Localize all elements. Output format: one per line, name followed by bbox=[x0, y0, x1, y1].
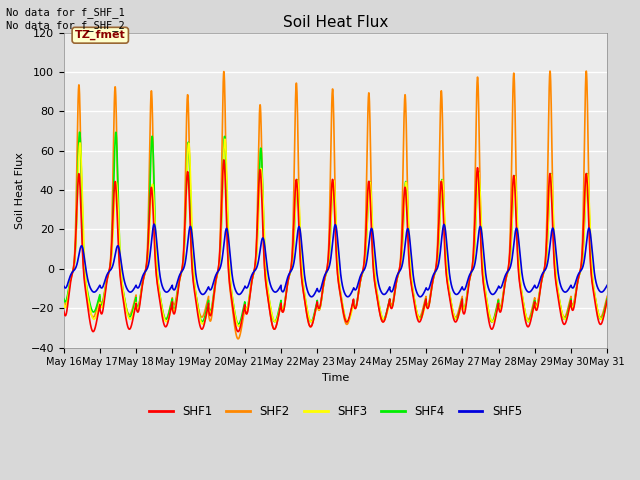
SHF5 bbox=[269, 287, 276, 292]
X-axis label: Time: Time bbox=[322, 373, 349, 383]
SHF3 bbox=[60, 301, 68, 307]
SHF3 bbox=[154, 277, 162, 283]
SHF4 bbox=[269, 315, 276, 321]
SHF1 bbox=[292, 177, 300, 183]
Line: SHF3: SHF3 bbox=[64, 139, 607, 326]
SHF1 bbox=[269, 323, 276, 329]
SHF2 bbox=[593, 304, 601, 310]
SHF2 bbox=[547, 68, 554, 74]
SHF5 bbox=[60, 283, 68, 289]
SHF1 bbox=[220, 157, 228, 163]
SHF2 bbox=[154, 284, 162, 289]
SHF3 bbox=[122, 303, 129, 309]
SHF5 bbox=[417, 294, 424, 300]
SHF1 bbox=[60, 308, 68, 314]
SHF5 bbox=[593, 283, 601, 288]
SHF3 bbox=[604, 300, 611, 305]
SHF5 bbox=[534, 282, 542, 288]
SHF4 bbox=[154, 280, 162, 286]
SHF3 bbox=[235, 324, 243, 329]
Y-axis label: Soil Heat Flux: Soil Heat Flux bbox=[15, 152, 25, 228]
SHF3 bbox=[269, 313, 276, 319]
SHF2 bbox=[269, 323, 276, 328]
Legend: SHF1, SHF2, SHF3, SHF4, SHF5: SHF1, SHF2, SHF3, SHF4, SHF5 bbox=[144, 401, 527, 423]
SHF3 bbox=[534, 299, 542, 305]
SHF3 bbox=[593, 303, 601, 309]
SHF1 bbox=[122, 315, 130, 321]
SHF4 bbox=[60, 296, 68, 301]
SHF3 bbox=[292, 191, 300, 196]
SHF2 bbox=[122, 302, 129, 308]
SHF5 bbox=[122, 283, 129, 288]
Line: SHF1: SHF1 bbox=[64, 160, 607, 332]
SHF4 bbox=[235, 321, 243, 327]
SHF2 bbox=[604, 293, 611, 299]
SHF5 bbox=[154, 256, 162, 262]
SHF5 bbox=[292, 245, 300, 251]
SHF1 bbox=[154, 287, 162, 293]
SHF1 bbox=[90, 329, 97, 335]
SHF4 bbox=[76, 129, 83, 135]
Line: SHF4: SHF4 bbox=[64, 132, 607, 324]
SHF4 bbox=[292, 186, 300, 192]
SHF1 bbox=[593, 310, 601, 316]
SHF5 bbox=[604, 282, 611, 288]
Title: Soil Heat Flux: Soil Heat Flux bbox=[283, 15, 388, 30]
SHF4 bbox=[593, 304, 601, 310]
SHF4 bbox=[534, 299, 542, 304]
Line: SHF5: SHF5 bbox=[64, 224, 607, 297]
Text: No data for f_SHF_1
No data for f_SHF_2: No data for f_SHF_1 No data for f_SHF_2 bbox=[6, 7, 125, 31]
SHF2 bbox=[292, 85, 300, 91]
SHF1 bbox=[604, 298, 611, 303]
SHF3 bbox=[221, 136, 228, 142]
SHF1 bbox=[534, 301, 542, 307]
SHF4 bbox=[604, 296, 611, 302]
SHF2 bbox=[534, 298, 542, 303]
SHF4 bbox=[122, 303, 130, 309]
SHF2 bbox=[60, 299, 68, 304]
SHF2 bbox=[234, 336, 242, 342]
Line: SHF2: SHF2 bbox=[64, 71, 607, 339]
SHF5 bbox=[150, 221, 158, 227]
Text: TZ_fmet: TZ_fmet bbox=[75, 30, 125, 40]
